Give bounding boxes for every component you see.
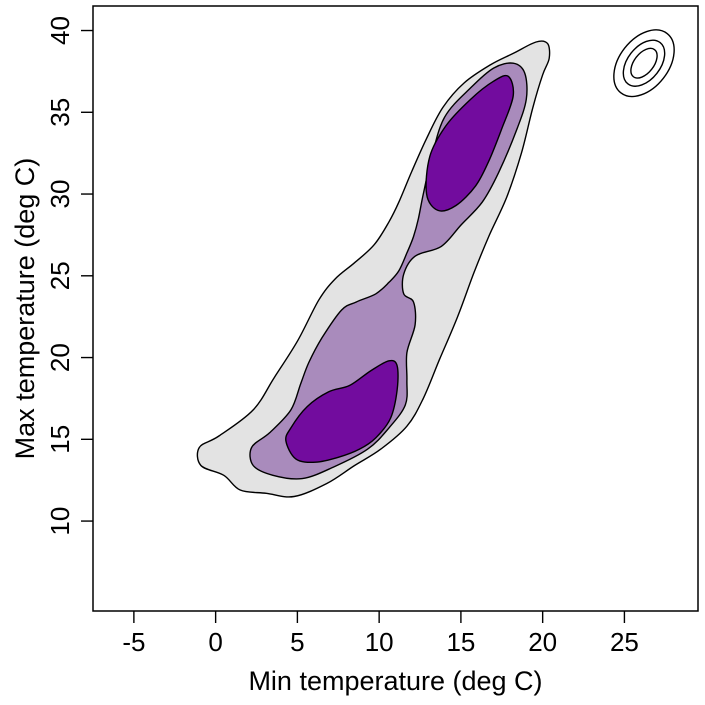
x-axis: -5 0 5 10 15 20 25 (122, 611, 639, 657)
outlier-rings (613, 29, 675, 98)
y-tick-label: 35 (45, 98, 75, 127)
y-tick-label: 40 (45, 16, 75, 45)
x-tick-label: 25 (610, 627, 639, 657)
contour-region-inner-2 (285, 359, 399, 464)
x-tick-label: -5 (122, 627, 145, 657)
y-tick-label: 20 (45, 343, 75, 372)
x-tick-label: 20 (528, 627, 557, 657)
y-axis: 10 15 20 25 30 35 40 (45, 16, 93, 536)
outlier-ring-2 (613, 29, 675, 98)
y-tick-label: 15 (45, 425, 75, 454)
x-tick-label: 0 (208, 627, 222, 657)
x-axis-title: Min temperature (deg C) (248, 666, 542, 696)
contour-region-inner-3 (425, 74, 515, 212)
x-tick-label: 10 (365, 627, 394, 657)
plot-frame (92, 5, 699, 612)
y-tick-label: 10 (45, 507, 75, 536)
density-regions (196, 40, 551, 498)
y-tick-label: 25 (45, 261, 75, 290)
x-tick-label: 15 (446, 627, 475, 657)
outlier-ring-1 (622, 39, 666, 87)
outlier-ring-0 (630, 47, 658, 79)
y-tick-label: 30 (45, 180, 75, 209)
y-axis-title: Max temperature (deg C) (10, 158, 40, 460)
x-tick-label: 5 (290, 627, 304, 657)
